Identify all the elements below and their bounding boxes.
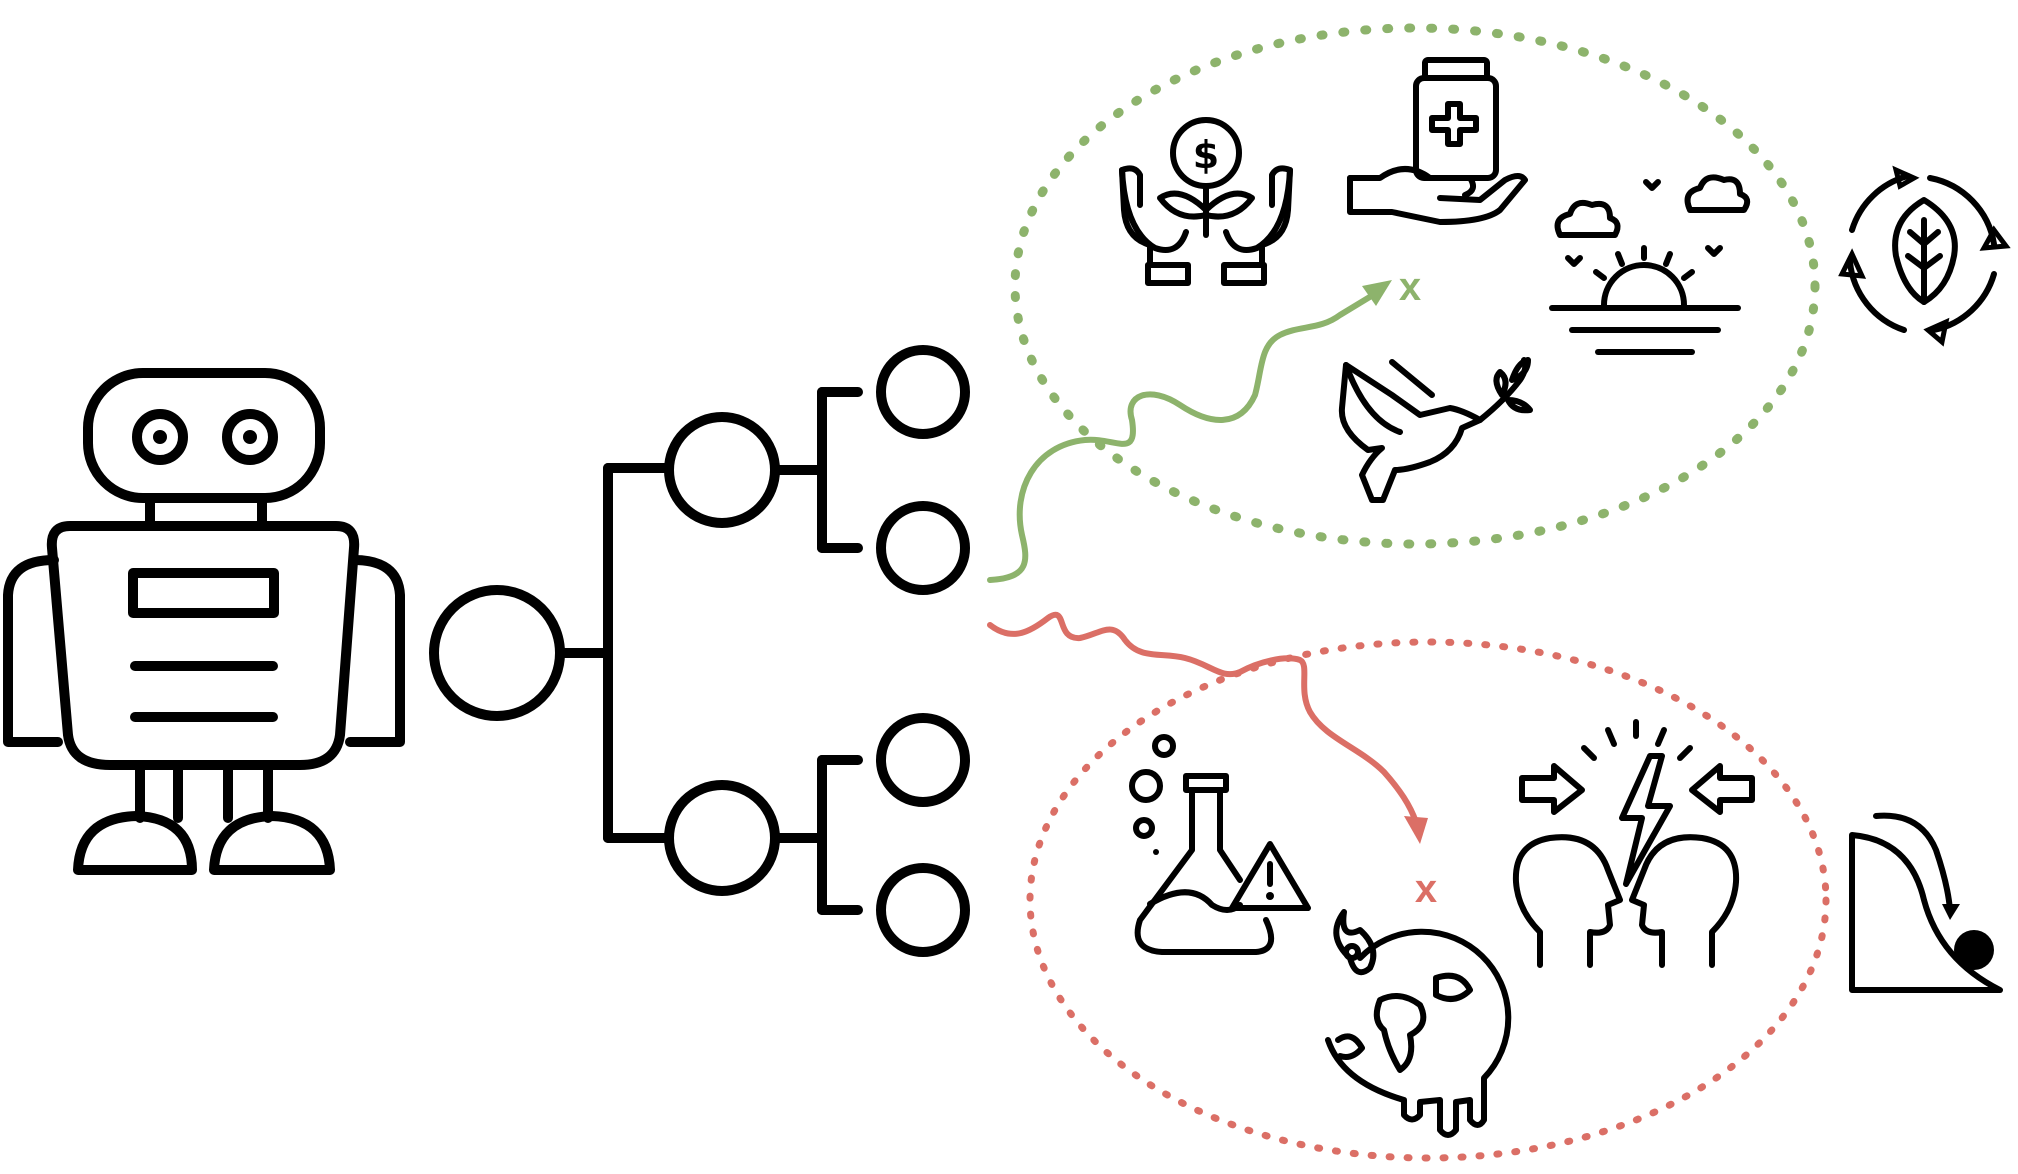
robot-icon — [3, 368, 405, 875]
good-outcome-marker: x — [1399, 265, 1421, 309]
bad-trajectory-arrow: x — [987, 611, 1437, 911]
bad-outcome-marker: x — [1415, 867, 1437, 911]
chemical-hazard-icon — [1129, 734, 1311, 955]
conflict-heads-icon — [1512, 719, 1755, 968]
money-growth-icon: $ — [1119, 117, 1293, 286]
svg-text:$: $ — [1193, 133, 1219, 177]
tree-leaf-node — [876, 345, 970, 439]
good-trajectory-arrow: x — [987, 265, 1421, 583]
decision-tree — [429, 345, 970, 957]
tree-leaf-node — [876, 501, 970, 595]
melting-earth-icon — [1325, 909, 1512, 1138]
sustainability-cycle-icon — [1838, 165, 2011, 347]
tree-upper-node — [664, 412, 780, 528]
tree-lower-node — [664, 780, 780, 896]
good-outcome-region — [1010, 23, 1820, 549]
bad-outcome-region — [1026, 638, 1830, 1162]
sunrise-icon — [1549, 174, 1751, 355]
tree-leaf-node — [876, 713, 970, 807]
tree-leaf-node — [876, 863, 970, 957]
medicine-hand-icon — [1347, 57, 1528, 225]
slippery-slope-icon — [1849, 812, 2003, 993]
peace-dove-icon — [1338, 357, 1533, 503]
tree-root-node — [429, 585, 565, 721]
